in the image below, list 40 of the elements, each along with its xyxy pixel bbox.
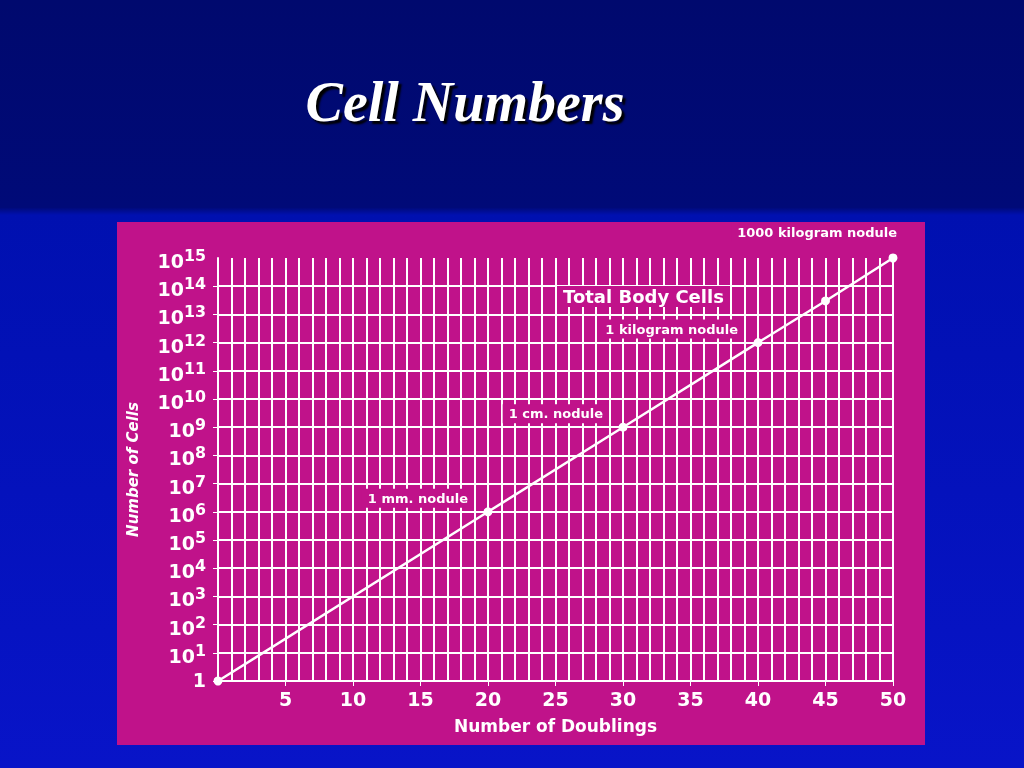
y-tick-label: 10$^{7}$ [168,471,206,498]
chart-title: Cell Numbers [304,70,626,134]
x-tick-label: 50 [879,687,907,710]
point [618,422,628,432]
point [213,676,223,686]
y-tick-label: 10$^{2}$ [168,612,206,639]
point [888,253,898,263]
annotation: 1 cm. nodule [508,406,604,422]
annotation: Total Body Cells [557,286,730,307]
point [821,296,830,306]
y-tick-label: 10$^{8}$ [168,443,206,470]
y-tick-label: 10$^{15}$ [157,246,206,273]
x-axis-title: Number of Doublings [453,715,658,736]
x-tick-label: 40 [744,687,772,710]
y-tick-label: 1 [192,669,206,693]
x-tick-label: 15 [407,687,434,710]
point [483,507,493,517]
y-tick-label: 10$^{12}$ [157,330,206,357]
annotation: 1000 kilogram nodule [737,225,898,240]
y-tick-label: 10$^{13}$ [157,302,206,329]
y-tick-label: 10$^{1}$ [168,640,206,668]
annotation: 1 kilogram nodule [605,321,739,337]
x-tick-label: 5 [278,687,293,710]
y-tick-label: 10$^{4}$ [168,556,206,583]
x-tick-label: 45 [812,687,839,710]
y-tick-label: 10$^{14}$ [157,274,206,301]
y-tick-label: 10$^{5}$ [168,528,206,555]
y-tick-label: 10$^{3}$ [168,584,206,611]
y-tick-label: 10$^{11}$ [157,358,206,386]
x-tick-label: 30 [609,687,637,710]
point [753,338,763,348]
y-tick-label: 10$^{10}$ [157,387,206,414]
x-tick-label: 10 [339,687,367,710]
x-tick-label: 20 [474,687,502,710]
annotation: 1 mm. nodule [367,490,469,506]
y-tick-label: 10$^{6}$ [168,499,206,527]
x-tick-label: 25 [542,687,569,710]
y-axis-title: Number of Cells [123,402,142,537]
y-tick-label: 10$^{9}$ [168,415,206,442]
x-tick-label: 35 [677,687,704,710]
